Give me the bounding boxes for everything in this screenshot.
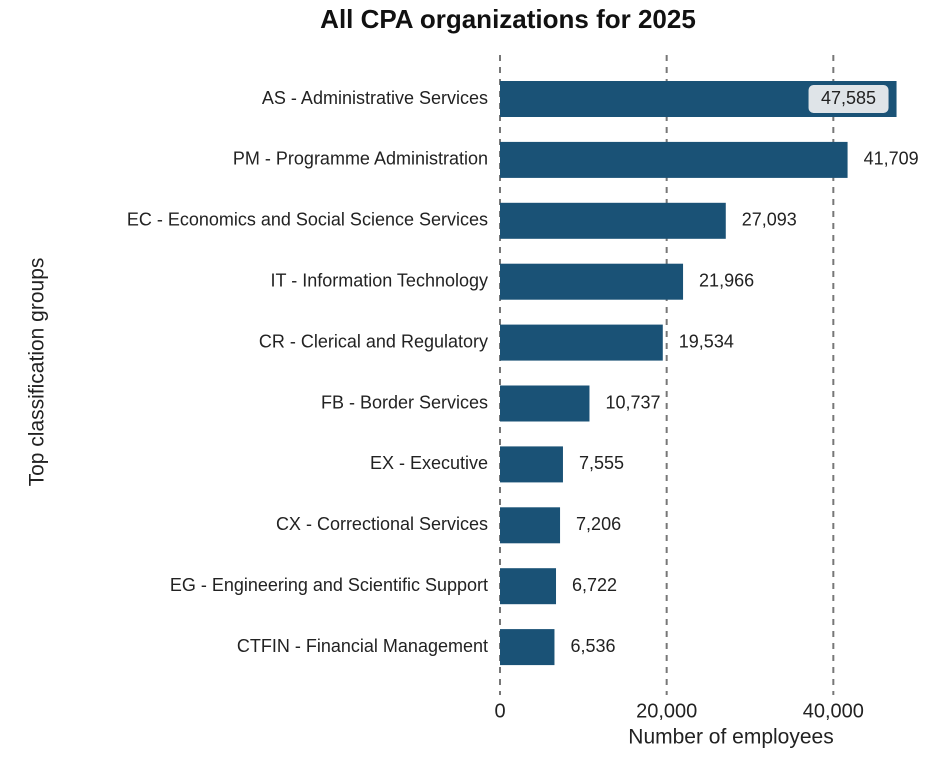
y-axis-label: Top classification groups	[26, 258, 49, 487]
bar	[500, 324, 663, 361]
value-label-box	[808, 85, 889, 113]
y-tick-label: IT - Information Technology	[271, 270, 488, 290]
y-tick-label: PM - Programme Administration	[233, 149, 488, 169]
bar	[500, 202, 726, 239]
bar	[500, 385, 590, 422]
value-label: 10,737	[605, 392, 660, 412]
value-label: 21,966	[699, 270, 754, 290]
value-label: 47,585	[821, 88, 876, 108]
y-tick-label: FB - Border Services	[321, 392, 488, 412]
y-tick-label: EG - Engineering and Scientific Support	[170, 575, 488, 595]
x-tick-label: 40,000	[803, 700, 864, 722]
value-label: 19,534	[679, 331, 734, 351]
bar	[500, 446, 563, 483]
bar	[500, 263, 684, 300]
value-label: 6,536	[570, 636, 615, 656]
x-tick-label: 0	[494, 700, 505, 722]
y-tick-label: CX - Correctional Services	[276, 514, 488, 534]
bar	[500, 568, 557, 605]
chart-title: All CPA organizations for 2025	[320, 4, 696, 34]
bar	[500, 507, 561, 544]
y-tick-label: CTFIN - Financial Management	[237, 636, 488, 656]
bar	[500, 141, 848, 178]
y-tick-label: EC - Economics and Social Science Servic…	[127, 210, 488, 230]
value-label: 27,093	[742, 210, 797, 230]
bar	[500, 629, 555, 666]
x-axis-label: Number of employees	[628, 726, 833, 749]
value-label: 41,709	[864, 149, 919, 169]
value-label: 6,722	[572, 575, 617, 595]
y-tick-label: EX - Executive	[370, 453, 488, 473]
value-label: 7,206	[576, 514, 621, 534]
x-tick-label: 20,000	[636, 700, 697, 722]
y-tick-label: AS - Administrative Services	[262, 88, 488, 108]
value-label: 7,555	[579, 453, 624, 473]
y-tick-label: CR - Clerical and Regulatory	[259, 331, 488, 351]
